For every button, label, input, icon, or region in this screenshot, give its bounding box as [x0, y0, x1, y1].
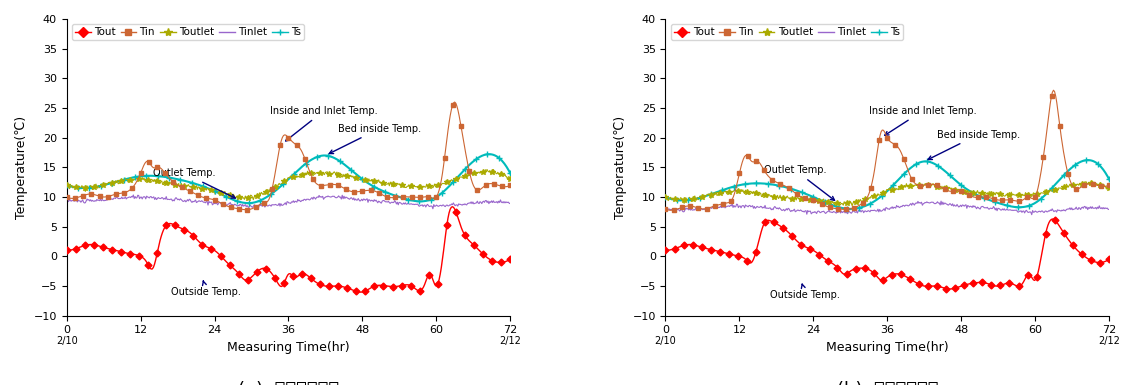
Text: Bed inside Temp.: Bed inside Temp. — [928, 130, 1019, 159]
Text: 2/12: 2/12 — [499, 336, 521, 346]
Legend: Tout, Tin, Toutlet, Tinlet, Ts: Tout, Tin, Toutlet, Tinlet, Ts — [72, 24, 304, 40]
Text: Inside and Inlet Temp.: Inside and Inlet Temp. — [270, 106, 378, 141]
Text: 2/10: 2/10 — [655, 336, 676, 346]
Text: 2/12: 2/12 — [1099, 336, 1120, 346]
Text: 2/10: 2/10 — [56, 336, 77, 346]
Text: Inside and Inlet Temp.: Inside and Inlet Temp. — [868, 106, 976, 136]
Text: Outlet Temp.: Outlet Temp. — [764, 165, 834, 200]
Text: (b)  이중피복온실: (b) 이중피복온실 — [836, 381, 938, 385]
Y-axis label: Temperature(℃): Temperature(℃) — [15, 116, 28, 219]
X-axis label: Measuring Time(hr): Measuring Time(hr) — [227, 341, 350, 354]
Text: Bed inside Temp.: Bed inside Temp. — [329, 124, 421, 154]
Text: Outlet Temp.: Outlet Temp. — [153, 168, 235, 198]
Text: Outside Temp.: Outside Temp. — [771, 284, 840, 300]
Y-axis label: Temperature(℃): Temperature(℃) — [614, 116, 627, 219]
Legend: Tout, Tin, Toutlet, Tinlet, Ts: Tout, Tin, Toutlet, Tinlet, Ts — [671, 24, 902, 40]
X-axis label: Measuring Time(hr): Measuring Time(hr) — [826, 341, 949, 354]
Text: (a)  이중에어온실: (a) 이중에어온실 — [238, 381, 339, 385]
Text: Outside Temp.: Outside Temp. — [171, 281, 242, 297]
